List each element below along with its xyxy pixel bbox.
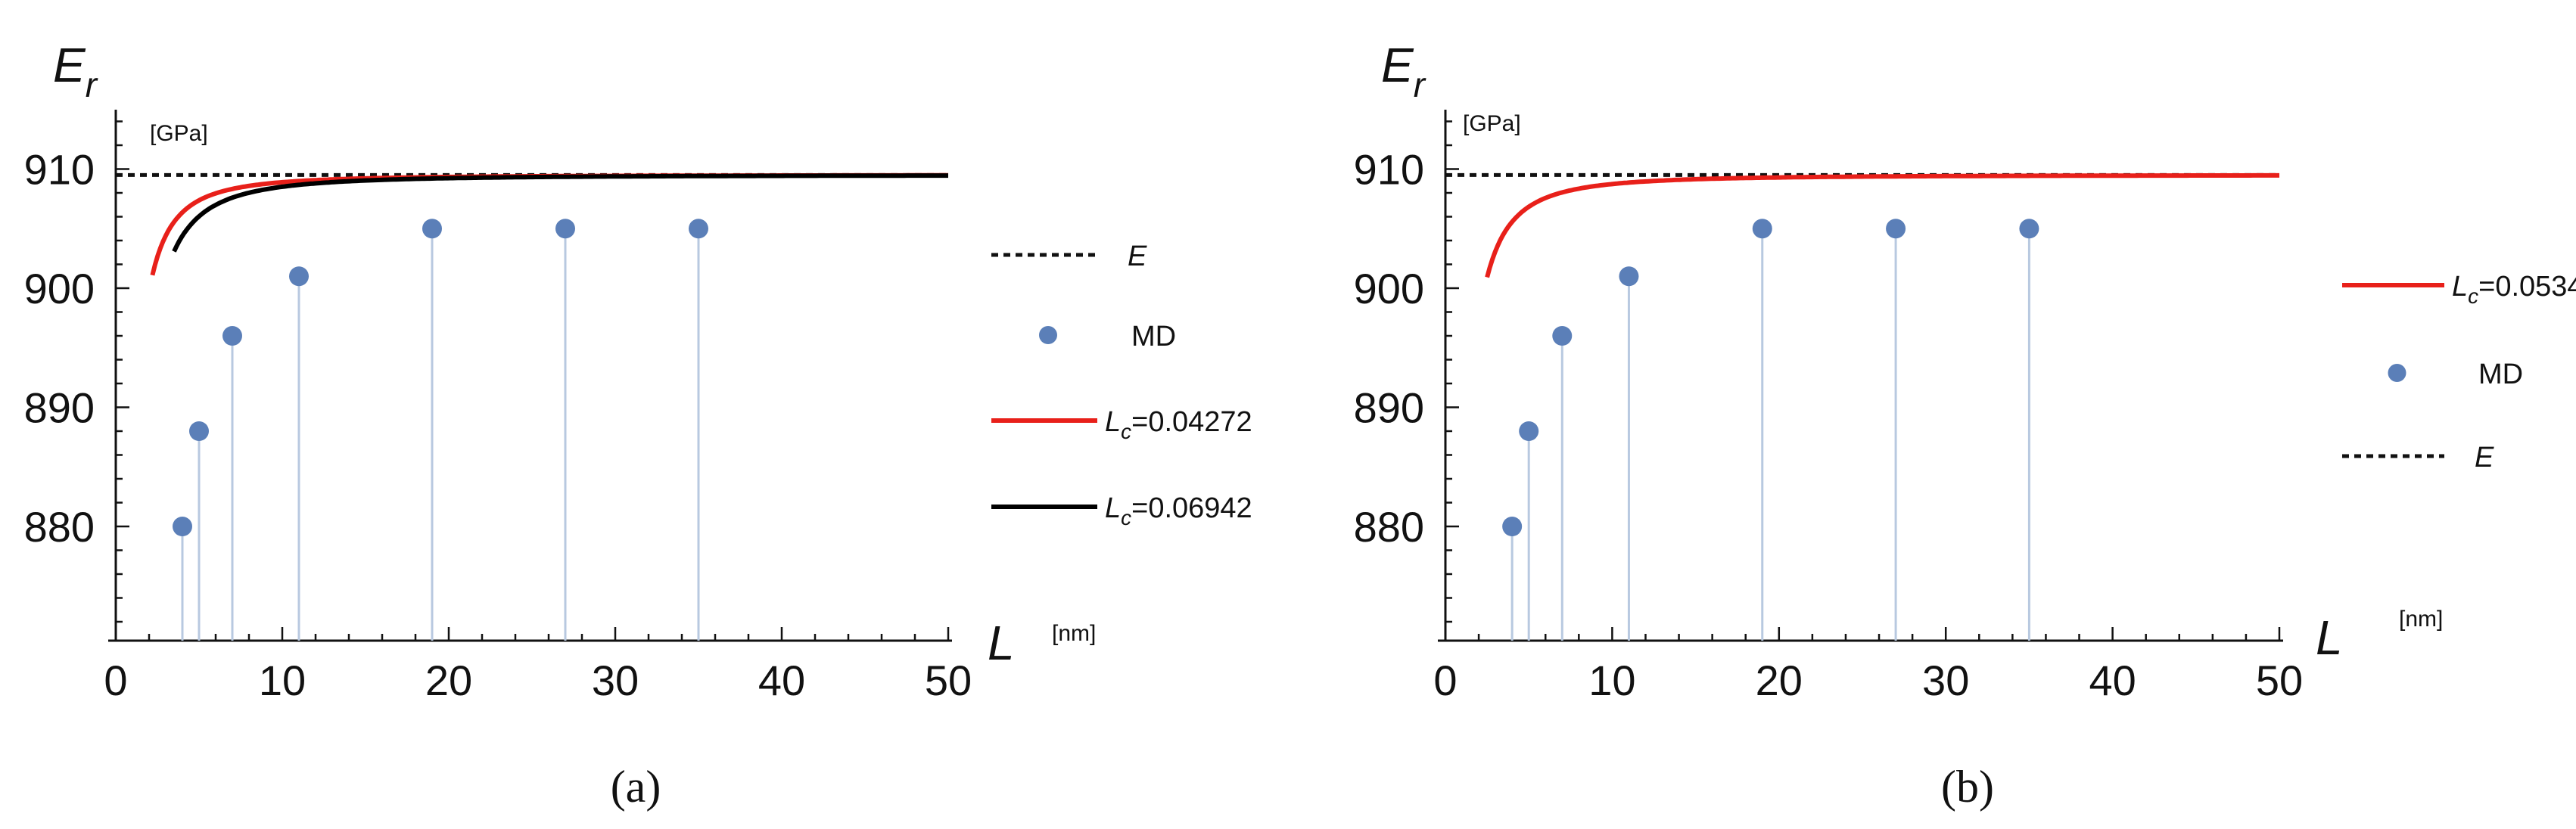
y-axis-title-subscript: r <box>86 65 98 104</box>
y-axis-title-symbol: E <box>1381 38 1414 92</box>
legend-series-subscript: c <box>1121 420 1131 443</box>
md-data-point <box>422 219 442 239</box>
y-tick-label: 900 <box>1354 265 1424 312</box>
legend-series-label-0: Lc=0.0534 <box>2452 271 2576 308</box>
y-axis-title: Er <box>1381 38 1426 104</box>
y-tick-label: 900 <box>24 265 95 312</box>
x-tick-label: 50 <box>925 657 972 704</box>
legend-series-value: =0.04272 <box>1131 406 1252 438</box>
legend-series-symbol: L <box>1105 406 1121 438</box>
md-data-point <box>189 421 209 441</box>
y-tick-label: 910 <box>1354 146 1424 194</box>
y-unit-label: [GPa] <box>1463 111 1521 136</box>
x-tick-label: 10 <box>1588 657 1635 704</box>
x-tick-label: 20 <box>425 657 472 704</box>
x-tick-label: 30 <box>1922 657 1969 704</box>
legend-E-label: E <box>2475 442 2494 473</box>
x-unit-label: [nm] <box>1052 621 1096 646</box>
md-data-point <box>1519 421 1539 441</box>
series-curve-1 <box>172 173 948 253</box>
md-data-point <box>289 266 309 287</box>
legend-series-symbol: L <box>1105 492 1121 524</box>
legend-series-value: =0.0534 <box>2478 271 2576 303</box>
x-tick-label: 10 <box>259 657 306 704</box>
panel-a-chart: 880 890 900 910 0 10 20 30 40 50 Er [GPa] L [nm] (a) E M… <box>24 38 1252 812</box>
y-tick-label: 890 <box>24 384 95 432</box>
legend-E-label: E <box>1128 241 1147 272</box>
panel-caption: (a) <box>611 762 661 812</box>
x-unit-label: [nm] <box>2399 607 2443 632</box>
legend-MD-label: MD <box>2478 359 2523 390</box>
series-curve-0 <box>1485 172 2279 278</box>
x-tick-label: 0 <box>1433 657 1457 704</box>
md-data-point <box>222 326 242 346</box>
legend-MD-label: MD <box>1131 321 1176 352</box>
x-tick-label: 30 <box>592 657 639 704</box>
y-axis-title-subscript: r <box>1414 65 1426 104</box>
md-data-point <box>1502 517 1523 536</box>
x-tick-label: 0 <box>104 657 127 704</box>
legend-series-subscript: c <box>2468 284 2478 308</box>
x-tick-label: 20 <box>1756 657 1803 704</box>
legend-series-label-1: Lc=0.06942 <box>1105 492 1252 529</box>
x-axis-title: L <box>988 616 1015 670</box>
y-tick-label: 910 <box>24 146 95 194</box>
x-tick-label: 40 <box>758 657 805 704</box>
x-tick-label: 40 <box>2089 657 2136 704</box>
md-data-point <box>1619 266 1639 287</box>
x-tick-label: 50 <box>2256 657 2303 704</box>
md-data-point <box>2019 219 2039 239</box>
y-unit-label: [GPa] <box>150 121 208 146</box>
y-tick-label: 890 <box>1354 384 1424 432</box>
legend: Lc=0.0534 MD E <box>2342 271 2576 473</box>
md-data-point <box>689 219 708 239</box>
y-tick-label: 880 <box>24 503 95 551</box>
legend-series-symbol: L <box>2452 271 2468 303</box>
md-data-point <box>555 219 575 239</box>
y-axis-title: Er <box>53 38 98 104</box>
legend-series-label-0: Lc=0.04272 <box>1105 406 1252 443</box>
y-axis-title-symbol: E <box>53 38 86 92</box>
legend-series-subscript: c <box>1121 506 1131 529</box>
md-data-point <box>1752 219 1772 239</box>
legend-MD-swatch <box>2388 364 2406 382</box>
md-data-point <box>1886 219 1906 239</box>
panel-caption: (b) <box>1941 762 1994 812</box>
panel-b-chart: 880 890 900 910 0 10 20 30 40 50 Er [GPa] L [nm] (b) Lc… <box>1354 38 2576 812</box>
legend-MD-swatch <box>1039 326 1057 344</box>
md-data-point <box>1552 326 1573 346</box>
md-data-point <box>173 517 192 536</box>
x-axis-title: L <box>2316 610 2343 665</box>
legend-series-value: =0.06942 <box>1131 492 1252 524</box>
y-tick-label: 880 <box>1354 503 1424 551</box>
